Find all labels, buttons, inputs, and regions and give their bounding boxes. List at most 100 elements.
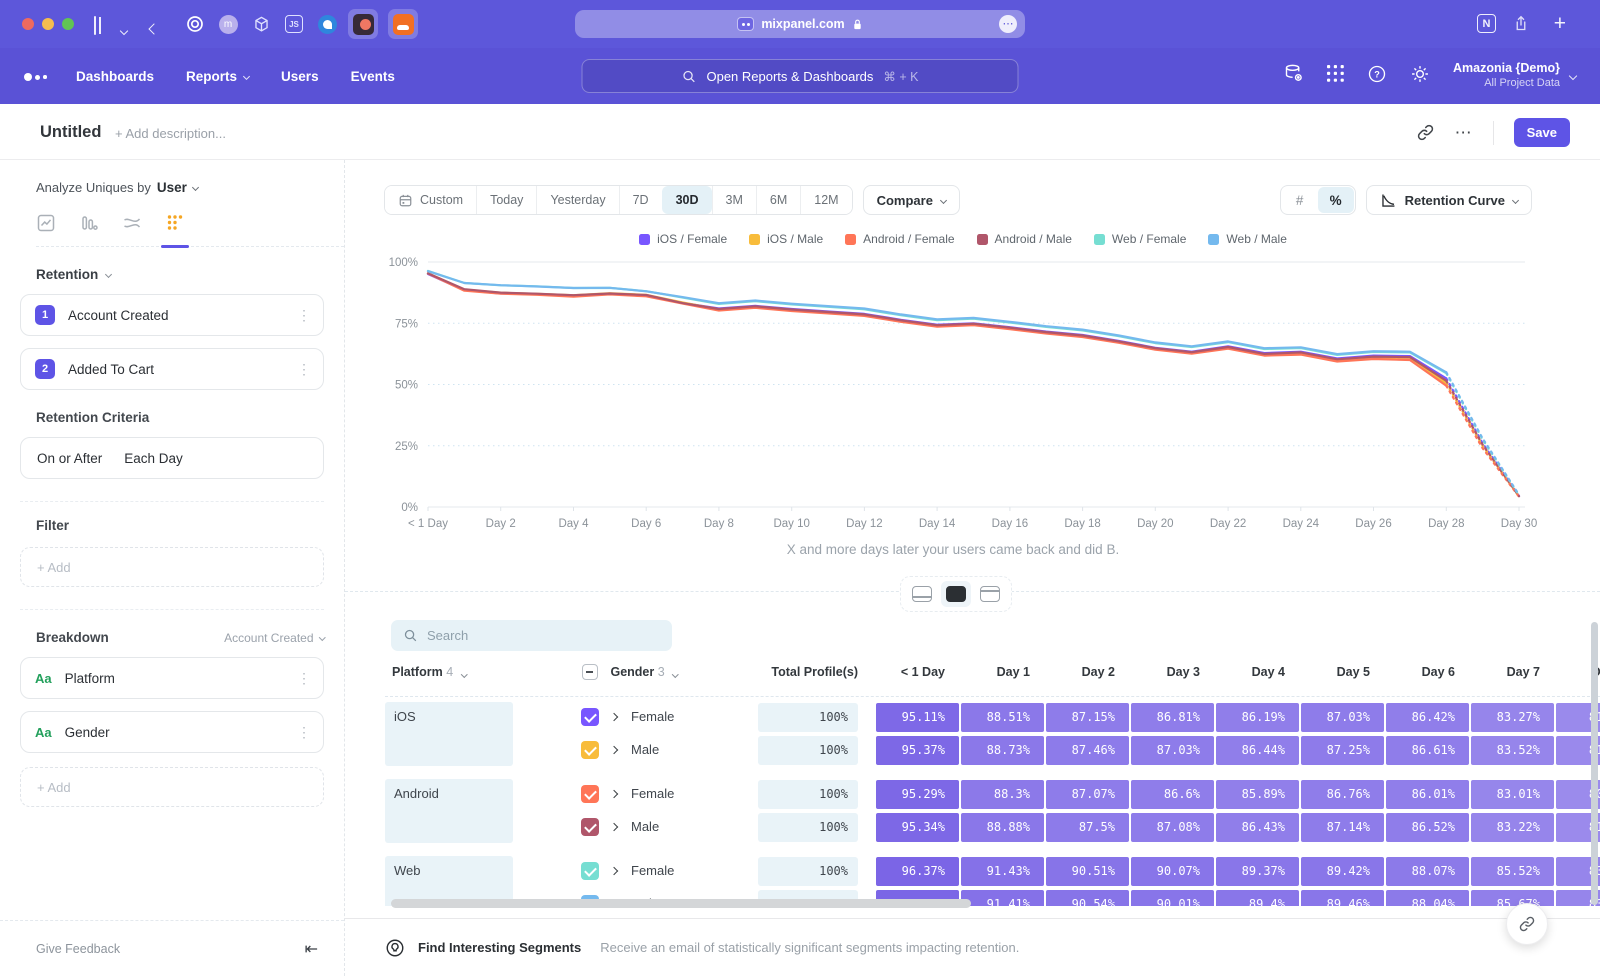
gender-cell[interactable]: Male bbox=[631, 819, 659, 834]
give-feedback-link[interactable]: Give Feedback bbox=[36, 942, 120, 956]
notion-extension-icon[interactable]: N bbox=[1477, 14, 1496, 33]
sidebar-toggle-icon[interactable] bbox=[94, 17, 96, 35]
apps-grid-icon[interactable] bbox=[1327, 65, 1344, 87]
segment-checkbox[interactable] bbox=[581, 818, 599, 836]
layout-chart-only-button[interactable] bbox=[907, 581, 937, 607]
breakdown-platform[interactable]: AaPlatform⋮ bbox=[20, 657, 324, 699]
mixpanel-logo[interactable] bbox=[24, 73, 47, 81]
percent-values-button[interactable]: % bbox=[1318, 187, 1354, 213]
expand-row-icon[interactable] bbox=[610, 790, 618, 798]
tab-favicon-cube[interactable] bbox=[246, 9, 276, 39]
retention-value-cell[interactable]: 86.01% bbox=[1386, 780, 1469, 809]
range-custom-button[interactable]: Custom bbox=[385, 186, 476, 214]
tab-favicon-dark-red[interactable] bbox=[348, 9, 378, 39]
retention-value-cell[interactable]: 91.43% bbox=[961, 857, 1044, 886]
gender-cell[interactable]: Female bbox=[631, 786, 674, 801]
tab-favicon-soundcloud[interactable] bbox=[388, 9, 418, 39]
retention-value-cell[interactable]: 85.52% bbox=[1471, 857, 1554, 886]
retention-step-1[interactable]: 1Account Created⋮ bbox=[20, 294, 324, 336]
retention-value-cell[interactable]: 85.67% bbox=[1471, 890, 1554, 906]
criteria-mode[interactable]: On or After bbox=[37, 451, 102, 466]
tab-insights-icon[interactable] bbox=[36, 213, 56, 233]
retention-value-cell[interactable]: 86.52% bbox=[1386, 813, 1469, 842]
kebab-menu-icon[interactable]: ⋮ bbox=[297, 361, 311, 378]
nav-link-reports[interactable]: Reports bbox=[186, 69, 249, 84]
url-more-button[interactable]: ⋯ bbox=[999, 15, 1017, 33]
settings-gear-icon[interactable] bbox=[1410, 64, 1430, 89]
layout-table-only-button[interactable] bbox=[975, 581, 1005, 607]
range-6m-button[interactable]: 6M bbox=[756, 186, 800, 214]
retention-value-cell[interactable]: 86.19% bbox=[1216, 703, 1299, 732]
retention-value-cell[interactable]: 87.03% bbox=[1301, 703, 1384, 732]
tab-flows-icon[interactable] bbox=[122, 213, 142, 233]
legend-item[interactable]: iOS / Female bbox=[639, 232, 727, 246]
table-search-input[interactable]: Search bbox=[391, 620, 672, 651]
report-description-placeholder[interactable]: + Add description... bbox=[115, 126, 226, 141]
retention-value-cell[interactable]: 83.52% bbox=[1471, 736, 1554, 765]
retention-chart[interactable]: 0%25%50%75%100%< 1 DayDay 2Day 4Day 6Day… bbox=[385, 252, 1541, 532]
select-all-checkbox[interactable] bbox=[582, 664, 598, 680]
platform-column-header[interactable]: Platform 4 bbox=[392, 665, 466, 679]
layout-split-button[interactable] bbox=[941, 581, 971, 607]
range-3m-button[interactable]: 3M bbox=[712, 186, 756, 214]
expand-row-icon[interactable] bbox=[610, 823, 618, 831]
day-column-header[interactable]: Day 4 bbox=[1216, 665, 1299, 679]
gender-column-header[interactable]: Gender 3 bbox=[582, 664, 678, 680]
retention-value-cell[interactable]: 89.4% bbox=[1216, 890, 1299, 906]
retention-value-cell[interactable]: 86.61% bbox=[1386, 736, 1469, 765]
criteria-interval[interactable]: Each Day bbox=[124, 451, 183, 466]
retention-value-cell[interactable]: 87.15% bbox=[1046, 703, 1129, 732]
retention-value-cell[interactable]: 88.04% bbox=[1386, 890, 1469, 906]
retention-value-cell[interactable]: 89.46% bbox=[1301, 890, 1384, 906]
breakdown-scope-dropdown[interactable]: Account Created bbox=[224, 631, 324, 645]
retention-value-cell[interactable]: 90.07% bbox=[1131, 857, 1214, 886]
total-column-header[interactable]: Total Profile(s) bbox=[758, 665, 858, 679]
nav-link-users[interactable]: Users bbox=[281, 69, 319, 84]
segment-checkbox[interactable] bbox=[581, 708, 599, 726]
retention-value-cell[interactable]: 86.42% bbox=[1386, 703, 1469, 732]
chevron-down-icon[interactable] bbox=[121, 21, 127, 39]
retention-value-cell[interactable]: 86.81% bbox=[1131, 703, 1214, 732]
retention-value-cell[interactable]: 86.44% bbox=[1216, 736, 1299, 765]
retention-value-cell[interactable]: 88.88% bbox=[961, 813, 1044, 842]
retention-value-cell[interactable]: 90.54% bbox=[1046, 890, 1129, 906]
gender-cell[interactable]: Female bbox=[631, 709, 674, 724]
day-column-header[interactable]: Day 7 bbox=[1471, 665, 1554, 679]
report-title[interactable]: Untitled bbox=[40, 123, 101, 142]
retention-step-2[interactable]: 2Added To Cart⋮ bbox=[20, 348, 324, 390]
retention-value-cell[interactable]: 87.14% bbox=[1301, 813, 1384, 842]
day-column-header[interactable]: Day 6 bbox=[1386, 665, 1469, 679]
account-switcher[interactable]: Amazonia {Demo} All Project Data bbox=[1453, 61, 1576, 90]
day-column-header[interactable]: Day 5 bbox=[1301, 665, 1384, 679]
filter-add-button[interactable]: + Add bbox=[20, 547, 324, 587]
day-column-header[interactable]: Day 3 bbox=[1131, 665, 1214, 679]
kebab-menu-icon[interactable]: ⋮ bbox=[297, 724, 311, 741]
retention-value-cell[interactable]: 95.29% bbox=[876, 780, 959, 809]
breakdown-gender[interactable]: AaGender⋮ bbox=[20, 711, 324, 753]
more-options-button[interactable]: ⋯ bbox=[1455, 123, 1473, 143]
retention-value-cell[interactable]: 87.08% bbox=[1131, 813, 1214, 842]
retention-value-cell[interactable]: 88.3% bbox=[961, 780, 1044, 809]
retention-value-cell[interactable]: 87.03% bbox=[1131, 736, 1214, 765]
range-yesterday-button[interactable]: Yesterday bbox=[536, 186, 618, 214]
segment-checkbox[interactable] bbox=[581, 862, 599, 880]
day-column-header[interactable]: < 1 Day bbox=[876, 665, 959, 679]
range-7d-button[interactable]: 7D bbox=[619, 186, 662, 214]
tab-favicon-js[interactable]: JS bbox=[279, 9, 309, 39]
retention-value-cell[interactable]: 95.34% bbox=[876, 813, 959, 842]
share-icon[interactable] bbox=[1512, 14, 1530, 38]
retention-value-cell[interactable]: 89.42% bbox=[1301, 857, 1384, 886]
tab-funnels-icon[interactable] bbox=[79, 213, 99, 233]
tab-retention-icon[interactable] bbox=[165, 213, 185, 233]
retention-value-cell[interactable]: 86.76% bbox=[1301, 780, 1384, 809]
gender-cell[interactable]: Female bbox=[631, 863, 674, 878]
retention-value-cell[interactable]: 83.27% bbox=[1471, 703, 1554, 732]
kebab-menu-icon[interactable]: ⋮ bbox=[297, 307, 311, 324]
legend-item[interactable]: Web / Male bbox=[1208, 232, 1286, 246]
day-column-header[interactable]: Day 2 bbox=[1046, 665, 1129, 679]
retention-value-cell[interactable]: 89.37% bbox=[1216, 857, 1299, 886]
legend-item[interactable]: iOS / Male bbox=[749, 232, 823, 246]
expand-row-icon[interactable] bbox=[610, 867, 618, 875]
retention-value-cell[interactable]: 88.73% bbox=[961, 736, 1044, 765]
gender-cell[interactable]: Male bbox=[631, 742, 659, 757]
